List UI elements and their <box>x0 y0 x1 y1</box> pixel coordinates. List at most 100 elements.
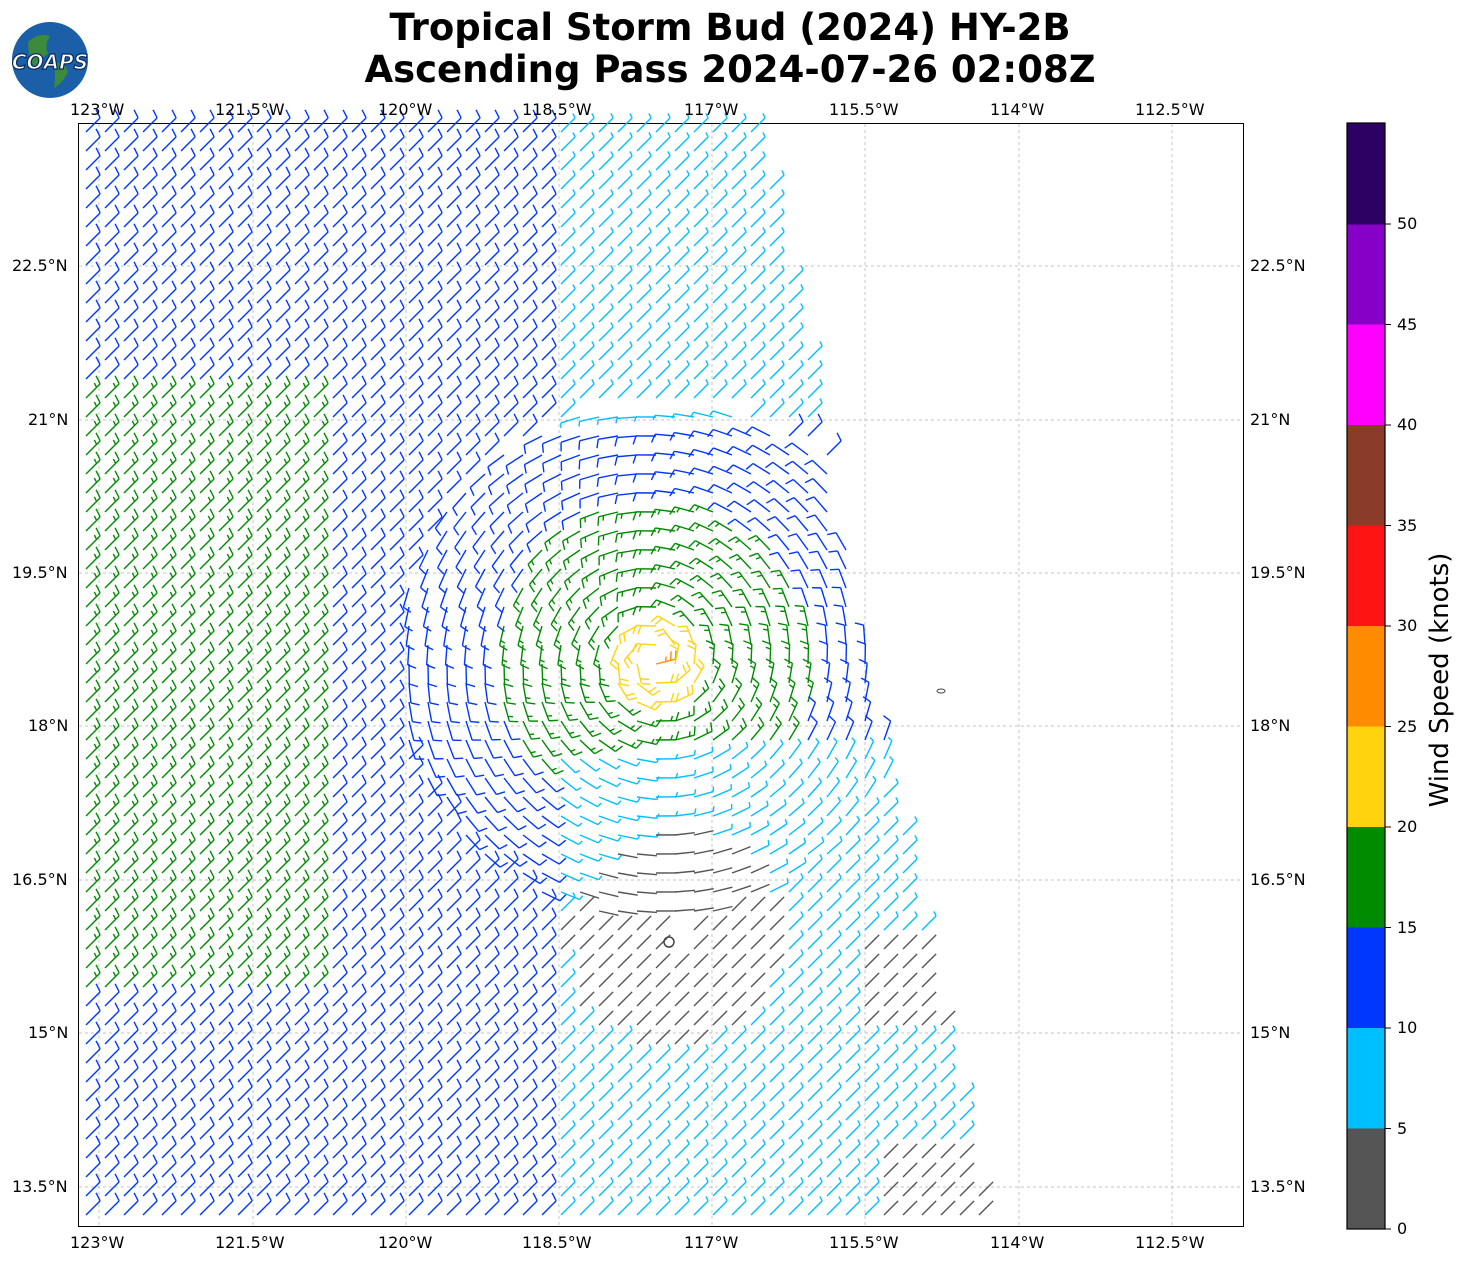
wind-barb <box>408 1192 424 1216</box>
wind-barb <box>351 964 367 988</box>
wind-barb <box>747 534 771 551</box>
wind-barb <box>456 568 467 594</box>
wind-barb <box>313 584 329 608</box>
wind-barb <box>332 1078 348 1102</box>
wind-barb <box>617 1101 633 1121</box>
wind-barb <box>237 1192 253 1216</box>
wind-barb <box>804 459 828 475</box>
wind-barb <box>655 227 671 247</box>
wind-barb <box>104 983 120 1007</box>
wind-barb <box>522 983 538 1007</box>
wind-barb <box>598 758 621 770</box>
wind-barb <box>180 470 196 494</box>
wind-barb <box>921 1181 937 1197</box>
wind-barb <box>294 565 310 589</box>
wind-barb <box>541 299 557 323</box>
wind-barb <box>218 299 234 323</box>
wind-barb <box>142 1192 158 1216</box>
wind-barb <box>617 1120 633 1140</box>
wind-barb <box>161 337 177 361</box>
colorbar-tick: 35 <box>1397 516 1418 535</box>
wind-barb <box>921 1063 937 1083</box>
wind-barb <box>788 1196 804 1216</box>
wind-barb <box>655 341 671 361</box>
wind-barb <box>507 511 524 534</box>
wind-barb <box>731 1196 747 1216</box>
wind-barb <box>161 394 177 418</box>
wind-barb <box>427 812 443 836</box>
wind-barb <box>104 1135 120 1159</box>
wind-barb <box>465 299 481 323</box>
wind-barb <box>465 223 481 247</box>
wind-barb <box>294 546 310 570</box>
wind-barb <box>579 151 595 171</box>
wind-barb <box>693 1010 709 1026</box>
wind-barb <box>596 454 619 468</box>
wind-barb <box>237 1040 253 1064</box>
wind-barb <box>389 736 405 760</box>
wind-barb <box>826 1196 842 1216</box>
wind-barb <box>636 1177 652 1197</box>
colorbar-tick: 15 <box>1397 918 1418 937</box>
wind-barb <box>484 945 500 969</box>
wind-barb <box>427 166 443 190</box>
wind-barb <box>470 492 486 516</box>
wind-barb <box>691 591 714 608</box>
wind-barb <box>788 413 804 437</box>
wind-barb <box>142 983 158 1007</box>
wind-barb <box>275 432 291 456</box>
wind-barb <box>294 641 310 665</box>
wind-barb <box>902 911 918 931</box>
wind-barb <box>332 698 348 722</box>
wind-barb <box>256 546 272 570</box>
wind-barb <box>85 755 101 779</box>
wind-barb <box>797 622 809 646</box>
wind-barb <box>614 454 638 466</box>
wind-barb <box>275 622 291 646</box>
wind-barb <box>541 1059 557 1083</box>
wind-barb <box>237 698 253 722</box>
wind-barb <box>313 717 329 741</box>
wind-barb <box>902 991 918 1007</box>
wind-barb <box>275 451 291 475</box>
wind-barb <box>351 869 367 893</box>
wind-barb <box>579 284 595 304</box>
wind-barb <box>745 426 771 437</box>
wind-barb <box>632 454 657 464</box>
wind-barb <box>408 527 424 551</box>
wind-barb <box>883 1143 899 1159</box>
wind-barb <box>617 739 643 750</box>
wind-barb <box>617 1063 633 1083</box>
wind-barb <box>674 208 690 228</box>
wind-barb <box>104 964 120 988</box>
wind-barb <box>389 299 405 323</box>
wind-barb <box>693 360 709 380</box>
wind-barb <box>313 888 329 912</box>
wind-barb <box>427 1078 443 1102</box>
wind-barb <box>421 587 430 613</box>
wind-barb <box>123 1059 139 1083</box>
wind-barb <box>351 375 367 399</box>
wind-barb <box>579 511 600 529</box>
wind-barb <box>750 1158 766 1178</box>
wind-barb <box>237 641 253 665</box>
wind-barb <box>807 1139 823 1159</box>
wind-barb <box>484 413 500 437</box>
colorbar-segment <box>1347 224 1385 325</box>
wind-barb <box>465 777 486 796</box>
wind-barb <box>161 926 177 950</box>
wind-barb <box>655 170 671 190</box>
wind-barb <box>408 242 424 266</box>
wind-barb <box>389 109 405 133</box>
wind-barb <box>142 1078 158 1102</box>
wind-barb <box>142 1002 158 1026</box>
wind-barb <box>465 280 481 304</box>
wind-barb <box>332 147 348 171</box>
wind-barb <box>578 416 600 427</box>
wind-barb <box>560 189 576 209</box>
wind-barb <box>560 1044 576 1064</box>
wind-barb <box>332 223 348 247</box>
wind-barb <box>731 802 751 817</box>
wind-barb <box>921 1200 937 1216</box>
wind-barb <box>370 603 386 627</box>
